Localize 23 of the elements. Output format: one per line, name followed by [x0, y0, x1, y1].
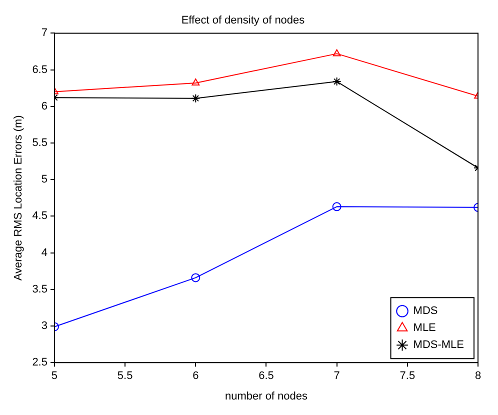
y-tick-label: 3	[41, 320, 48, 332]
x-tick-label: 5	[51, 370, 58, 382]
y-tick-label: 5.5	[32, 137, 48, 150]
y-tick-label: 6.5	[32, 64, 48, 76]
legend-label: MLE	[413, 322, 436, 334]
y-tick-label: 4.5	[32, 210, 48, 222]
legend-label: MDS-MLE	[413, 339, 464, 352]
y-tick-label: 5	[41, 174, 48, 186]
y-axis-title: Average RMS Location Errors (m)	[12, 115, 25, 281]
legend-label: MDS	[413, 305, 438, 318]
y-tick-label: 6	[41, 100, 48, 112]
chart-title: Effect of density of nodes	[181, 14, 306, 27]
x-tick-label: 7.5	[400, 370, 416, 382]
y-tick-label: 7	[41, 27, 48, 40]
y-tick-label: 2.5	[32, 356, 48, 369]
x-tick-label: 8	[474, 370, 482, 382]
y-tick-label: 4	[41, 246, 48, 259]
x-tick-label: 6	[192, 370, 199, 382]
x-tick-label: 5.5	[117, 370, 133, 382]
x-axis-title: number of nodes	[224, 390, 308, 402]
y-tick-label: 3.5	[32, 283, 48, 296]
x-tick-label: 6.5	[258, 370, 274, 382]
x-tick-label: 7	[334, 370, 340, 382]
